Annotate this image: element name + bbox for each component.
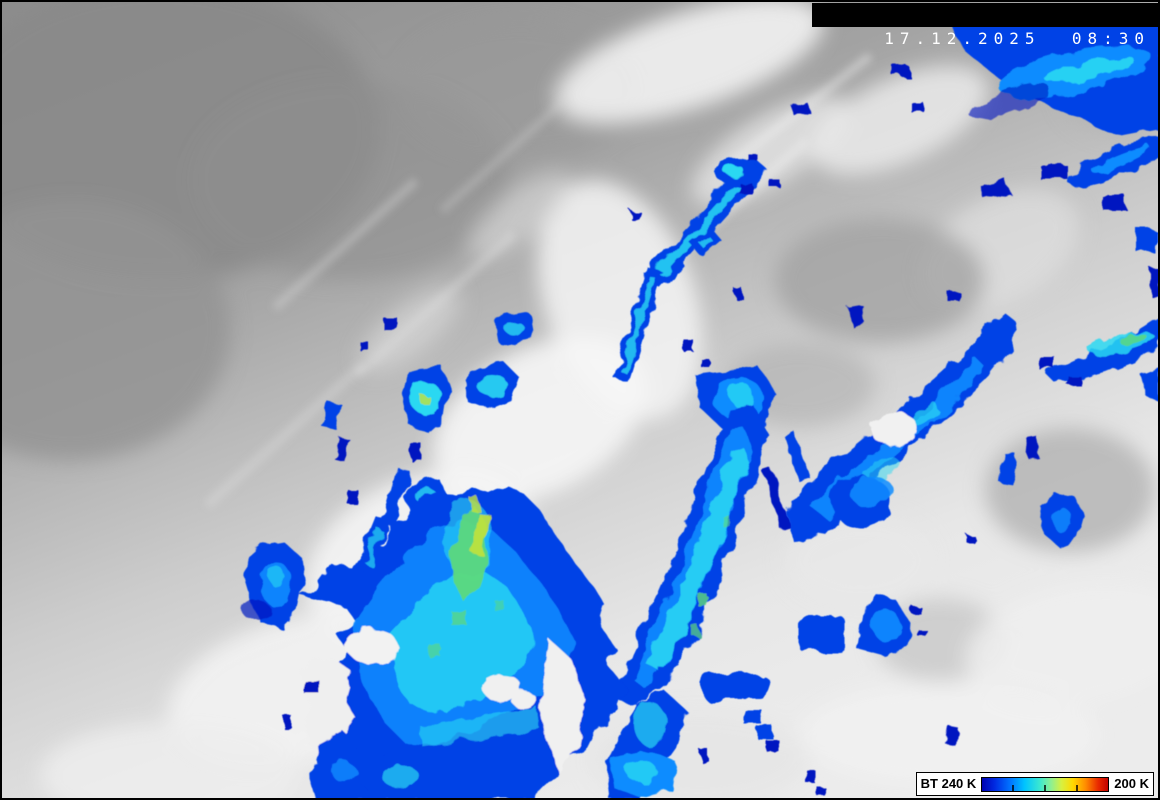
timestamp-overlay: 17.12.2025 08:30 [811,3,1158,48]
cold-cloud-region-uppermiddle [613,154,780,383]
colorbar-ticks [1012,784,1079,791]
timestamp-text: 17.12.2025 08:30 [884,29,1150,48]
colorbar-gradient [981,776,1110,792]
cold-cloud-region-central-band [606,366,975,800]
cold-cloud-region-midleft [322,310,533,514]
cold-cloud-region-topright [791,14,1160,296]
colorbar-legend: BT 240 K [915,772,1154,796]
legend-label-left: BT 240 K [920,776,977,791]
cold-cloud-region-right [786,291,1160,747]
legend-label-right: 200 K [1114,776,1149,791]
cold-cloud-region-leftblob [242,542,304,628]
cold-cloud-region-bottomleft [283,467,626,800]
